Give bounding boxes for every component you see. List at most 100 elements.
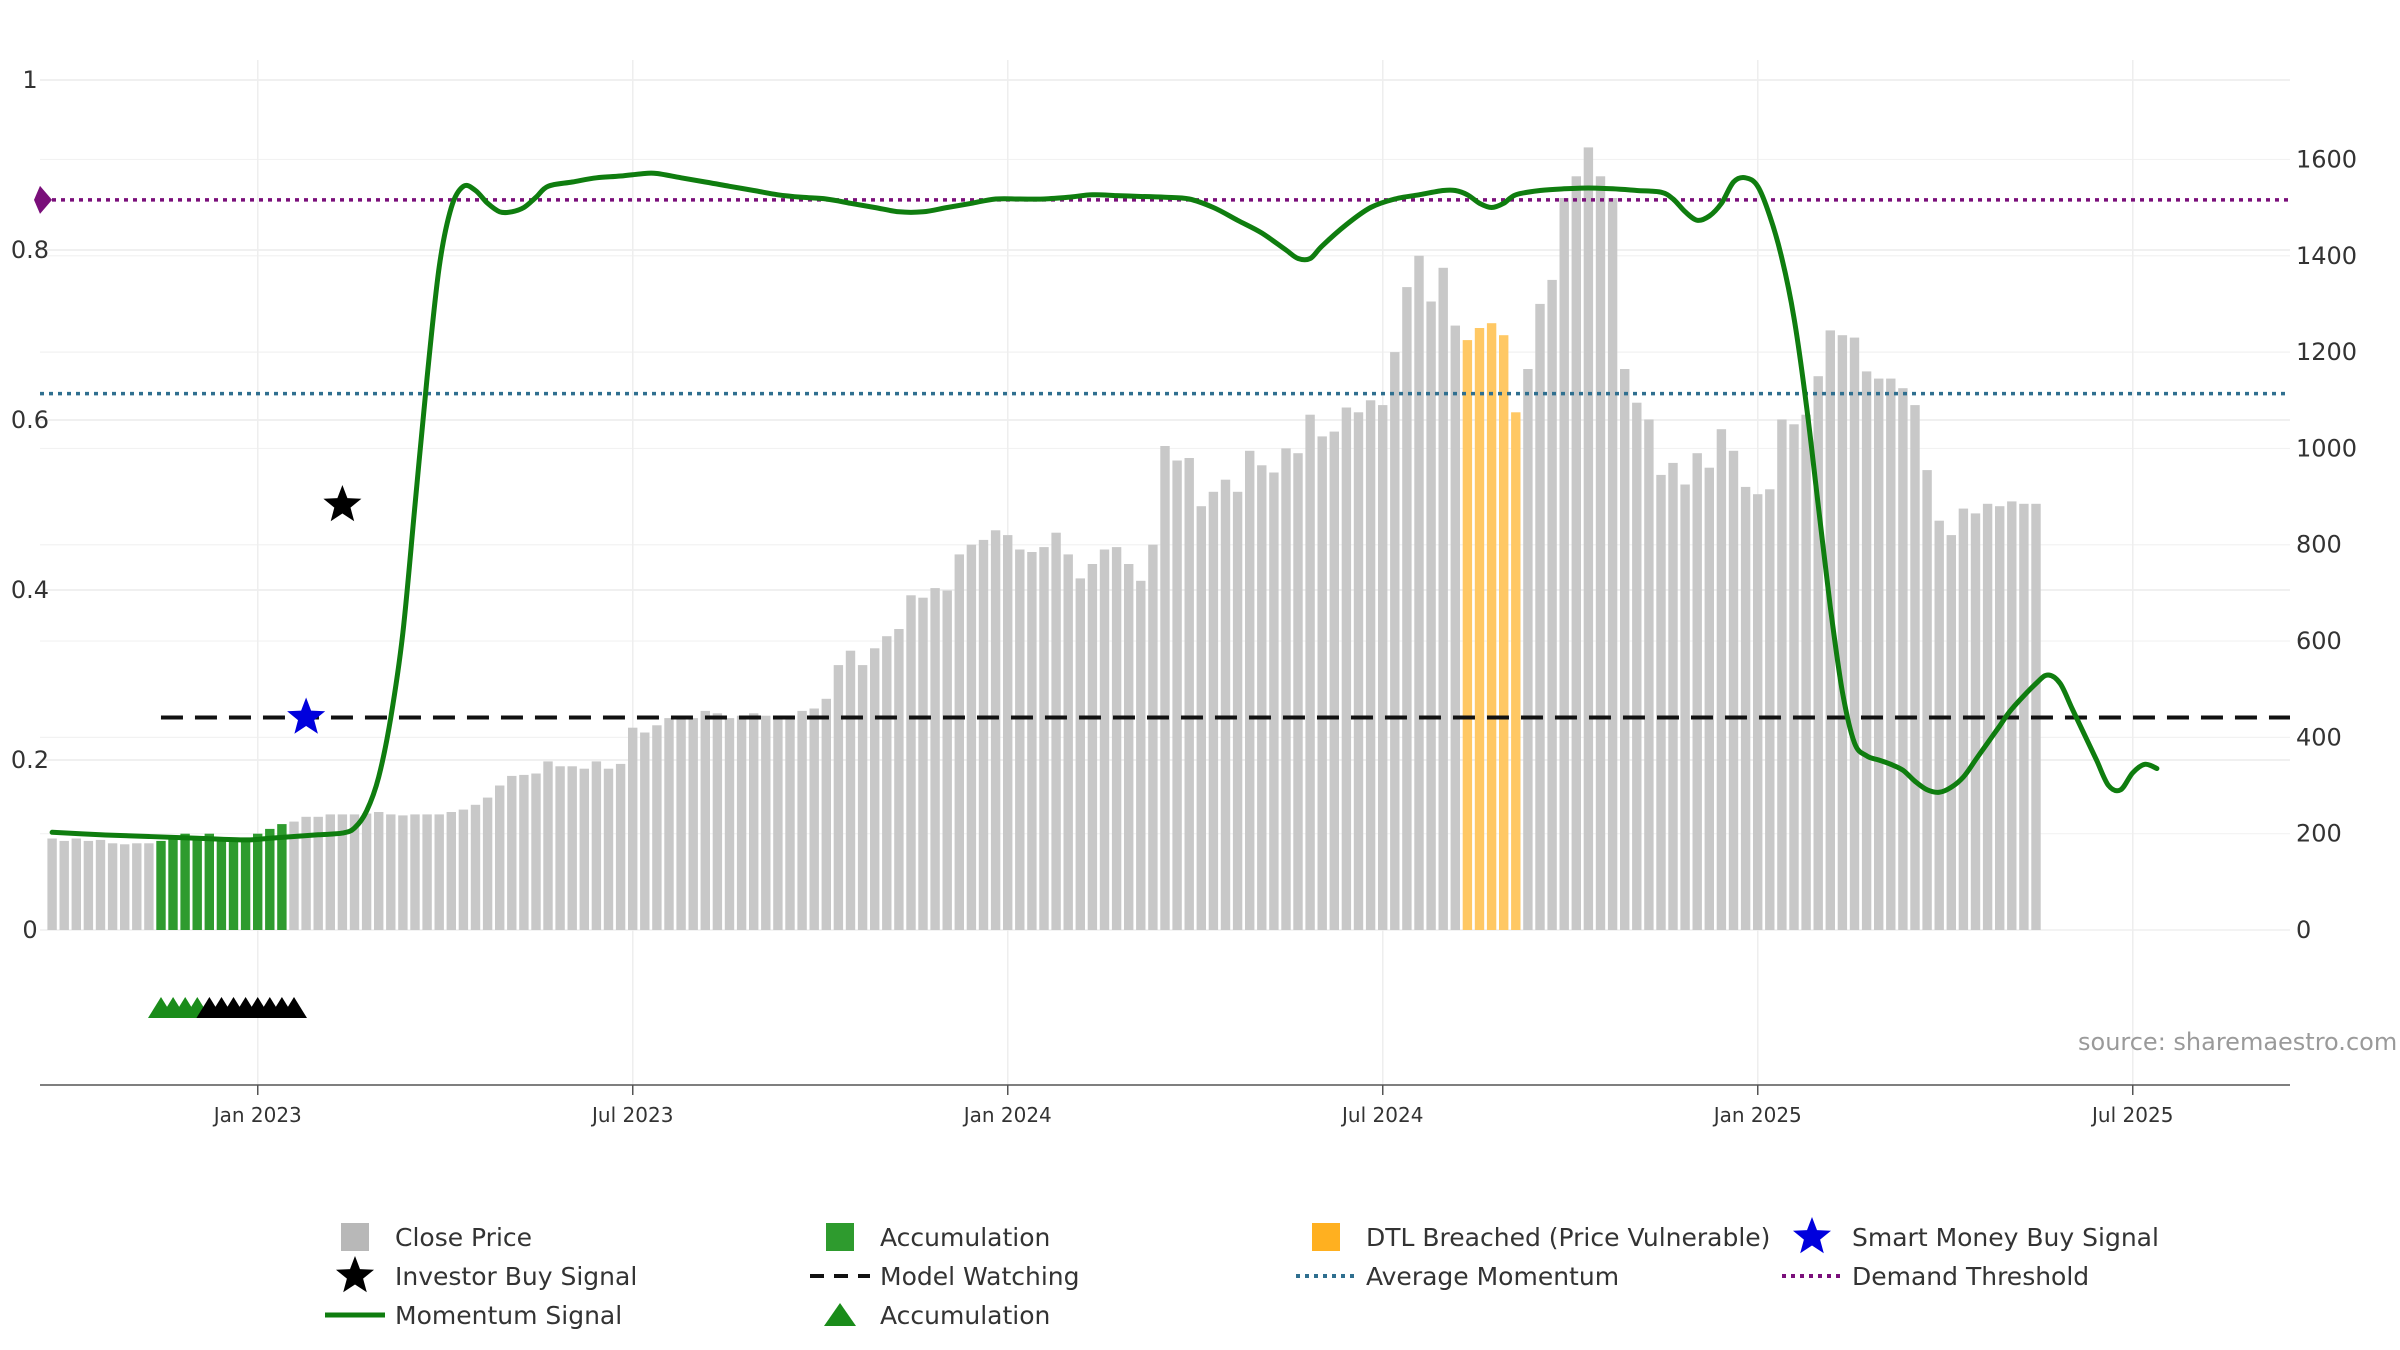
price-bar bbox=[543, 761, 553, 930]
legend-square-swatch bbox=[341, 1223, 369, 1251]
price-bar bbox=[1148, 544, 1158, 930]
price-bar bbox=[942, 590, 952, 930]
right-tick-label: 600 bbox=[2296, 627, 2342, 655]
right-tick-label: 400 bbox=[2296, 723, 2342, 751]
price-bar bbox=[1837, 335, 1848, 930]
price-bar bbox=[410, 814, 420, 930]
price-bar bbox=[1535, 303, 1545, 930]
axes: Jan 2023 Jul 2023 Jan 2024 Jul 2024 Jan 2025… bbox=[11, 66, 2357, 1127]
legend-square-swatch bbox=[1312, 1223, 1340, 1251]
dtl-breached-bar bbox=[1474, 328, 1485, 930]
legend-item: Accumulation bbox=[824, 1301, 1050, 1330]
price-bar bbox=[132, 843, 142, 930]
price-bar bbox=[797, 710, 807, 930]
legend-item: Smart Money Buy Signal bbox=[1793, 1217, 2159, 1254]
price-bar bbox=[857, 665, 868, 930]
x-tick-label: Jul 2023 bbox=[590, 1103, 673, 1127]
demand-threshold-marker bbox=[34, 185, 52, 214]
price-bar bbox=[1281, 448, 1291, 930]
price-bar bbox=[1583, 147, 1594, 930]
price-bar bbox=[652, 725, 662, 930]
price-bar bbox=[1547, 279, 1557, 930]
legend-item: Close Price bbox=[341, 1223, 532, 1252]
investor-buy-star bbox=[323, 485, 362, 522]
legend: Close Price Accumulation DTL Breached (Pri… bbox=[325, 1217, 2159, 1330]
momentum-series bbox=[49, 170, 2160, 843]
legend-star-swatch bbox=[336, 1256, 374, 1293]
price-bar bbox=[1946, 535, 1956, 930]
price-bar bbox=[1825, 330, 1835, 930]
legend-item: Average Momentum bbox=[1296, 1262, 1619, 1291]
price-bar bbox=[1402, 287, 1412, 931]
legend-triangle-swatch bbox=[824, 1303, 856, 1326]
price-bar bbox=[1559, 198, 1569, 930]
price-bar bbox=[47, 838, 57, 930]
price-bar bbox=[1704, 467, 1714, 930]
left-tick-label: 0.2 bbox=[11, 746, 49, 774]
legend-label: Accumulation bbox=[880, 1301, 1050, 1330]
price-bar bbox=[664, 718, 674, 930]
legend-item: DTL Breached (Price Vulnerable) bbox=[1312, 1223, 1770, 1252]
price-bar bbox=[1777, 419, 1787, 930]
price-bar bbox=[1160, 446, 1170, 930]
price-bar bbox=[1390, 352, 1400, 931]
price-bar bbox=[966, 544, 977, 930]
price-bar bbox=[95, 839, 106, 930]
price-bar bbox=[1789, 424, 1799, 930]
price-bar bbox=[1970, 513, 1981, 930]
price-bar bbox=[555, 766, 565, 930]
price-bar bbox=[1220, 479, 1231, 930]
price-bar bbox=[894, 629, 904, 930]
price-bar bbox=[954, 554, 964, 930]
price-bar bbox=[1523, 369, 1533, 930]
legend-label: Average Momentum bbox=[1366, 1262, 1619, 1291]
price-bar bbox=[1426, 301, 1436, 930]
price-bars bbox=[47, 147, 2041, 931]
price-bar bbox=[59, 840, 69, 930]
x-tick-label: Jan 2025 bbox=[1712, 1103, 1802, 1127]
right-tick-label: 1000 bbox=[2296, 434, 2357, 462]
price-bar bbox=[83, 840, 94, 930]
price-bar bbox=[337, 814, 348, 930]
price-bar bbox=[1740, 486, 1751, 930]
price-bar bbox=[1015, 549, 1025, 930]
price-bar bbox=[712, 713, 723, 930]
legend-item: Momentum Signal bbox=[325, 1301, 622, 1330]
left-tick-label: 1 bbox=[22, 66, 37, 94]
price-bar bbox=[1329, 431, 1339, 930]
price-bar bbox=[749, 713, 759, 930]
price-bar bbox=[301, 816, 311, 930]
price-bar bbox=[736, 715, 747, 930]
price-bar bbox=[845, 650, 856, 930]
price-bar bbox=[990, 530, 1001, 930]
right-tick-label: 0 bbox=[2296, 916, 2311, 944]
price-bar bbox=[1184, 458, 1194, 930]
price-bar bbox=[107, 843, 118, 930]
price-bar bbox=[930, 588, 940, 930]
price-bar bbox=[1644, 419, 1654, 930]
right-tick-label: 1200 bbox=[2296, 338, 2357, 366]
price-bar bbox=[2019, 503, 2029, 930]
legend-label: Accumulation bbox=[880, 1223, 1050, 1252]
accumulation-marker bbox=[281, 997, 307, 1018]
price-bar bbox=[1874, 378, 1884, 931]
price-bar bbox=[676, 718, 686, 930]
price-bar bbox=[1341, 407, 1352, 930]
legend-star-swatch bbox=[1793, 1217, 1831, 1254]
legend-label: Investor Buy Signal bbox=[395, 1262, 637, 1291]
price-bar bbox=[386, 814, 396, 930]
price-bar bbox=[833, 665, 844, 930]
price-bar bbox=[1910, 405, 1920, 931]
price-bar bbox=[361, 813, 372, 930]
accumulation-bar bbox=[156, 840, 166, 930]
right-tick-label: 200 bbox=[2296, 820, 2342, 848]
price-bar bbox=[1208, 491, 1219, 930]
price-bar bbox=[1656, 474, 1666, 930]
price-bar bbox=[688, 718, 698, 930]
price-bar bbox=[1087, 564, 1098, 930]
price-bar bbox=[325, 814, 335, 930]
price-bar bbox=[1075, 578, 1085, 930]
price-bar bbox=[785, 715, 795, 930]
accumulation-bar bbox=[192, 836, 202, 930]
price-bar bbox=[579, 768, 589, 930]
